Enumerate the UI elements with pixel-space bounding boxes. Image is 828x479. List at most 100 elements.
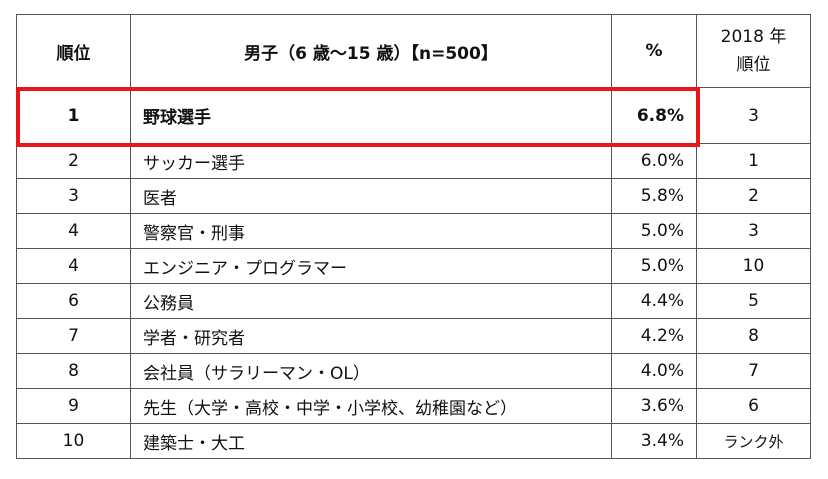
table-cell: 4 [16, 213, 131, 249]
cell-text: 9 [68, 396, 79, 416]
table-row: 1 野球選手 6.8% 3 [16, 87, 811, 144]
header-text: 2018 年 [720, 27, 787, 47]
table-cell: 公務員 [130, 283, 612, 319]
cell-text: 1 [67, 105, 80, 126]
table-cell: 3.6% [611, 388, 697, 424]
table-cell: 先生（大学・高校・中学・小学校、幼稚園など） [130, 388, 612, 424]
header-text: % [645, 41, 663, 61]
cell-text: 7 [68, 326, 79, 346]
table-cell: 2 [696, 178, 811, 214]
cell-text: 6 [748, 396, 759, 416]
cell-text: 1 [748, 151, 759, 171]
table-cell: 5.0% [611, 213, 697, 249]
table-cell: 8 [16, 353, 131, 389]
cell-text: 4 [68, 256, 79, 276]
table-cell: 10 [696, 248, 811, 284]
table-cell: 6.0% [611, 143, 697, 179]
table-cell: 会社員（サラリーマン・OL） [130, 353, 612, 389]
table-row: 3 医者 5.8% 2 [16, 178, 811, 214]
table-cell: 医者 [130, 178, 612, 214]
cell-text: 8 [68, 361, 79, 381]
table-cell: 5.8% [611, 178, 697, 214]
table-row: 2 サッカー選手 6.0% 1 [16, 143, 811, 179]
table-cell: 野球選手 [130, 87, 612, 144]
header-text: 男子（6 歳～15 歳）【n=500】 [244, 43, 498, 64]
table-cell: 9 [16, 388, 131, 424]
table-body: 順位 男子（6 歳～15 歳）【n=500】% 2018 年順位 1 野球選手 6.8% 3… [16, 14, 811, 459]
table-cell: 4.2% [611, 318, 697, 354]
table-row: 7 学者・研究者 4.2% 8 [16, 318, 811, 354]
table-row: 4 エンジニア・プログラマー 5.0% 10 [16, 248, 811, 284]
table-cell: 8 [696, 318, 811, 354]
cell-text: 建築士・大工 [143, 433, 245, 454]
cell-text: 学者・研究者 [143, 328, 245, 349]
cell-text: 4.0% [640, 361, 684, 381]
table-cell: 3.4% [611, 423, 697, 459]
cell-text: 5.0% [640, 256, 684, 276]
cell-text: 4.4% [640, 291, 684, 311]
cell-text: 4 [68, 221, 79, 241]
cell-text: 5.0% [640, 221, 684, 241]
cell-text: 警察官・刑事 [143, 223, 245, 244]
cell-text: 10 [742, 256, 765, 276]
table-cell: サッカー選手 [130, 143, 612, 179]
table-row: 4 警察官・刑事 5.0% 3 [16, 213, 811, 249]
table-cell: 6 [696, 388, 811, 424]
table-cell: 3 [16, 178, 131, 214]
table-cell: 10 [16, 423, 131, 459]
cell-text: 先生（大学・高校・中学・小学校、幼稚園など） [143, 398, 517, 419]
table-cell: 5 [696, 283, 811, 319]
cell-text: 2 [68, 151, 79, 171]
table-cell: 6.8% [611, 87, 697, 144]
table-cell: 建築士・大工 [130, 423, 612, 459]
table-cell: 5.0% [611, 248, 697, 284]
cell-text: 3 [748, 221, 759, 241]
cell-text: 4.2% [640, 326, 684, 346]
cell-text: 10 [62, 431, 85, 451]
table-cell: ランク外 [696, 423, 811, 459]
header-cell: 2018 年順位 [696, 14, 811, 88]
cell-text: 公務員 [143, 293, 194, 314]
cell-text: エンジニア・プログラマー [143, 258, 347, 279]
table-cell: 3 [696, 87, 811, 144]
table-cell: 1 [16, 87, 131, 144]
table-row: 9 先生（大学・高校・中学・小学校、幼稚園など） 3.6% 6 [16, 388, 811, 424]
cell-text: 3 [748, 105, 759, 126]
header-cell: 男子（6 歳～15 歳）【n=500】 [130, 14, 612, 88]
cell-text: 医者 [143, 188, 177, 209]
table-cell: 警察官・刑事 [130, 213, 612, 249]
cell-text: 6.0% [640, 151, 684, 171]
cell-text: 3 [68, 186, 79, 206]
header-text: 順位 [736, 55, 771, 75]
cell-text: 7 [748, 361, 759, 381]
table-row: 10 建築士・大工 3.4% ランク外 [16, 423, 811, 459]
table-row: 6 公務員 4.4% 5 [16, 283, 811, 319]
cell-text: 8 [748, 326, 759, 346]
table-cell: 4.0% [611, 353, 697, 389]
cell-text: 5.8% [640, 186, 684, 206]
ranking-table: 順位 男子（6 歳～15 歳）【n=500】% 2018 年順位 1 野球選手 6.8% 3… [16, 14, 811, 459]
header-row: 順位 男子（6 歳～15 歳）【n=500】% 2018 年順位 [16, 14, 811, 88]
cell-text: 3.4% [640, 431, 684, 451]
table-cell: 6 [16, 283, 131, 319]
cell-text: 5 [748, 291, 759, 311]
header-text: 順位 [56, 43, 91, 64]
table-cell: 4.4% [611, 283, 697, 319]
cell-text: 会社員（サラリーマン・OL） [143, 363, 370, 384]
table-cell: 7 [16, 318, 131, 354]
cell-text: 3.6% [640, 396, 684, 416]
cell-text: 野球選手 [143, 108, 211, 128]
cell-text: 6 [68, 291, 79, 311]
table-cell: 学者・研究者 [130, 318, 612, 354]
table-cell: 7 [696, 353, 811, 389]
table-row: 8 会社員（サラリーマン・OL） 4.0% 7 [16, 353, 811, 389]
table-container: 順位 男子（6 歳～15 歳）【n=500】% 2018 年順位 1 野球選手 6.8% 3… [16, 14, 811, 459]
cell-text: サッカー選手 [143, 153, 245, 174]
table-cell: 3 [696, 213, 811, 249]
header-cell: 順位 [16, 14, 131, 88]
table-cell: 2 [16, 143, 131, 179]
cell-text: 6.8% [636, 105, 684, 126]
table-cell: エンジニア・プログラマー [130, 248, 612, 284]
cell-text: ランク外 [723, 432, 784, 451]
